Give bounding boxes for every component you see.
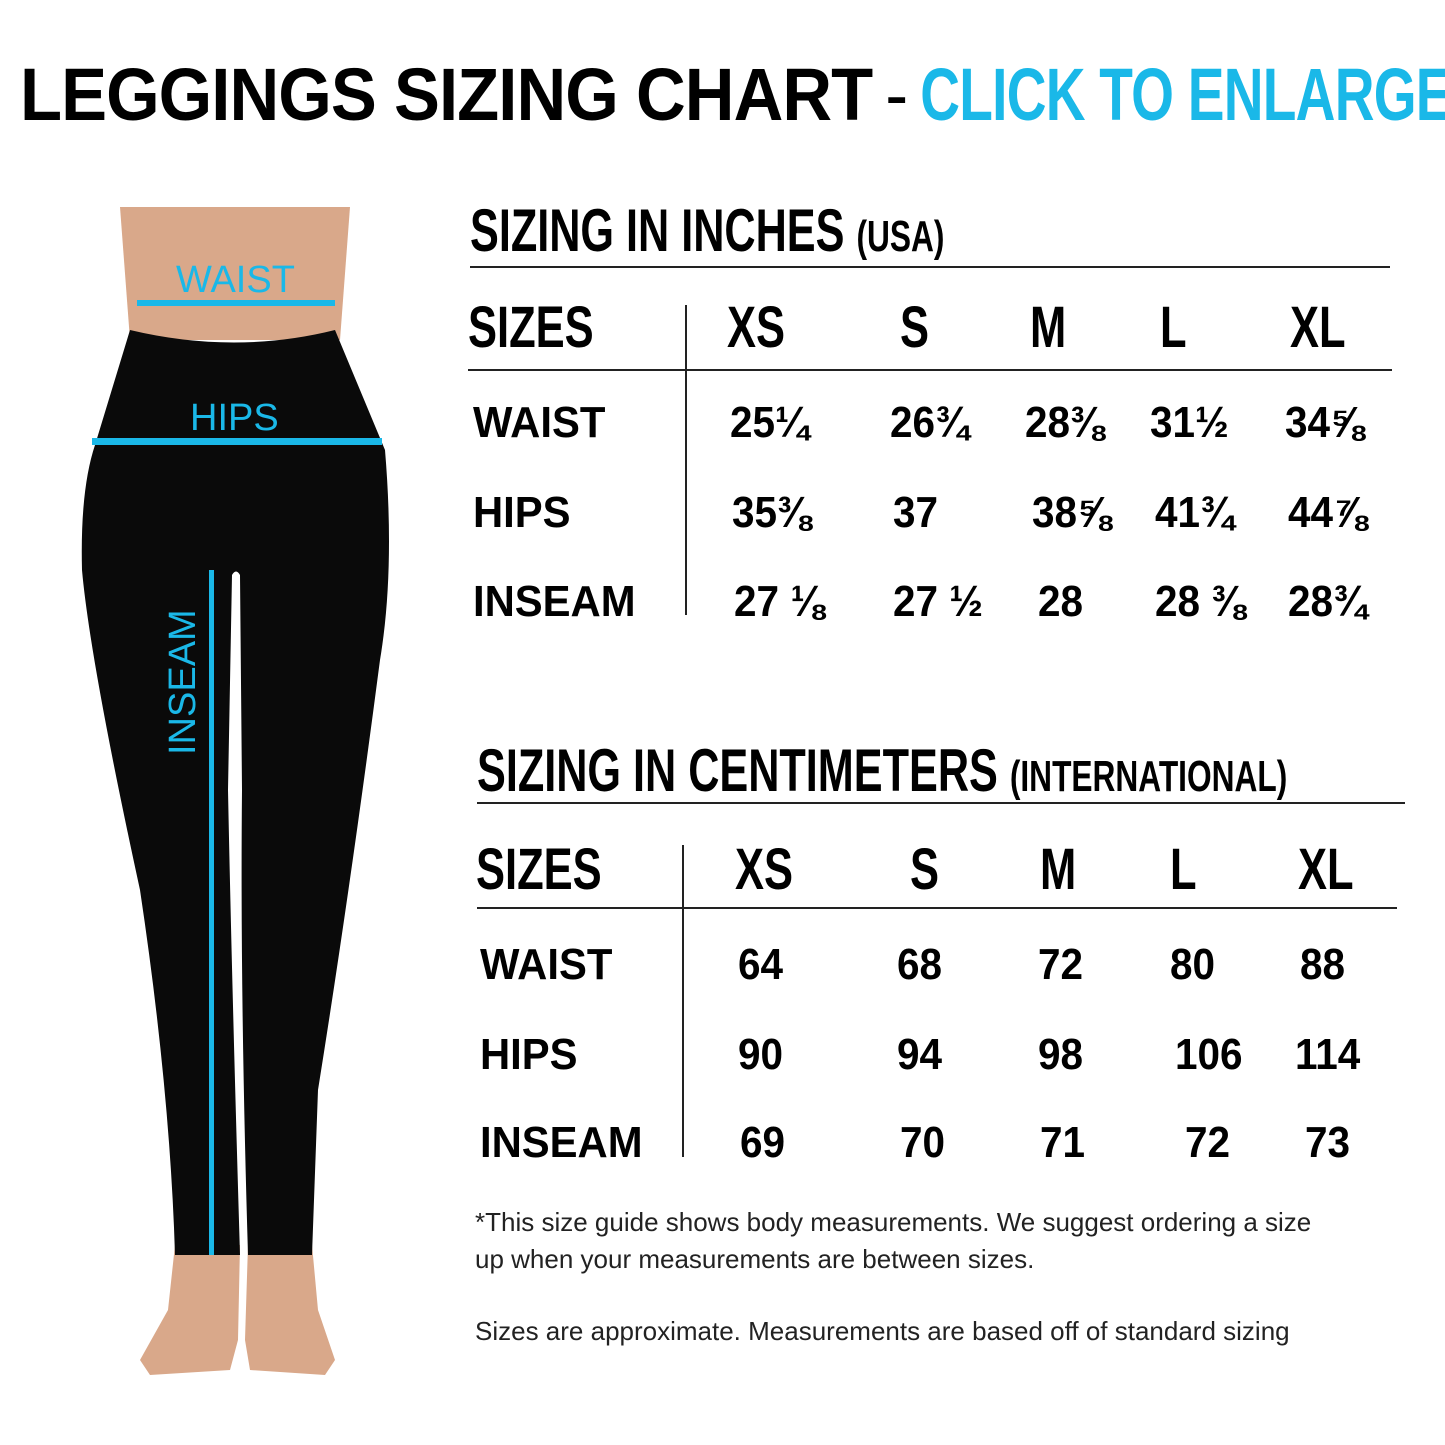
inches-column-divider xyxy=(685,305,687,615)
inseam-label: INSEAM xyxy=(162,609,204,755)
inches-cell: 41¾ xyxy=(1155,488,1234,537)
inches-size-xs: XS xyxy=(727,295,786,360)
inches-cell: 28 xyxy=(1038,577,1084,626)
cm-cell: 64 xyxy=(738,940,784,989)
cm-size-s: S xyxy=(910,837,940,902)
cm-cell: 72 xyxy=(1038,940,1084,989)
cm-heading-text: SIZING IN CENTIMETERS xyxy=(477,737,998,804)
title-main: LEGGINGS SIZING CHART xyxy=(20,53,873,136)
note-line-1: *This size guide shows body measurements… xyxy=(475,1207,1312,1237)
inches-size-m: M xyxy=(1030,295,1067,360)
cm-cell: 94 xyxy=(897,1030,943,1079)
waist-line xyxy=(137,300,335,306)
inches-cell: 35⅜ xyxy=(732,488,811,537)
inches-cell: 25¼ xyxy=(730,398,809,447)
hips-label: HIPS xyxy=(190,397,279,439)
page-title: LEGGINGS SIZING CHART - CLICK TO ENLARGE xyxy=(20,52,1445,137)
inches-cell: 27 ⅛ xyxy=(734,577,825,626)
cm-size-xs: XS xyxy=(735,837,794,902)
cm-cell: 72 xyxy=(1185,1118,1231,1167)
inches-heading: SIZING IN INCHES (USA) xyxy=(470,196,944,265)
leggings-silhouette xyxy=(81,330,389,1255)
cm-cell: 80 xyxy=(1170,940,1216,989)
cm-heading: SIZING IN CENTIMETERS (INTERNATIONAL) xyxy=(477,736,1287,805)
model-skin xyxy=(120,207,350,1375)
inches-cell: 28¾ xyxy=(1288,577,1367,626)
inches-sizes-label: SIZES xyxy=(468,295,594,360)
inches-size-xl: XL xyxy=(1290,295,1346,360)
waist-label: WAIST xyxy=(176,259,295,301)
cm-sizes-label: SIZES xyxy=(476,837,602,902)
cm-cell: 106 xyxy=(1175,1030,1243,1079)
inches-heading-text: SIZING IN INCHES xyxy=(470,197,845,264)
inches-header-rule xyxy=(468,369,1392,371)
cm-row-label: WAIST xyxy=(480,940,613,989)
cm-column-divider xyxy=(682,845,684,1157)
note-line-3: Sizes are approximate. Measurements are … xyxy=(475,1316,1290,1346)
cm-heading-rule xyxy=(477,802,1405,804)
cm-cell: 88 xyxy=(1300,940,1346,989)
inches-cell: 44⅞ xyxy=(1288,488,1367,537)
cm-heading-sub: (INTERNATIONAL) xyxy=(1009,752,1288,801)
cm-row-label: HIPS xyxy=(480,1030,578,1079)
inches-cell: 26¾ xyxy=(890,398,969,447)
inches-cell: 37 xyxy=(893,488,939,537)
inches-cell: 31½ xyxy=(1150,398,1229,447)
cm-row-label: INSEAM xyxy=(480,1118,643,1167)
cm-cell: 73 xyxy=(1305,1118,1351,1167)
inches-row-label: HIPS xyxy=(473,488,571,537)
inches-size-l: L xyxy=(1160,295,1187,360)
title-separator: - xyxy=(885,53,908,136)
inches-heading-rule xyxy=(470,266,1390,268)
inches-row-label: INSEAM xyxy=(473,577,636,626)
inches-cell: 38⅝ xyxy=(1032,488,1111,537)
note-line-2: up when your measurements are between si… xyxy=(475,1244,1035,1274)
cm-cell: 114 xyxy=(1295,1030,1361,1079)
inches-cell: 27 ½ xyxy=(893,577,984,626)
cm-cell: 70 xyxy=(900,1118,946,1167)
hips-line xyxy=(92,438,382,445)
cm-cell: 69 xyxy=(740,1118,786,1167)
inches-cell: 34⅝ xyxy=(1285,398,1364,447)
cm-size-m: M xyxy=(1040,837,1077,902)
inseam-line xyxy=(209,570,214,1255)
cm-size-l: L xyxy=(1170,837,1197,902)
inches-cell: 28⅜ xyxy=(1025,398,1104,447)
cm-cell: 71 xyxy=(1040,1118,1086,1167)
inches-cell: 28 ⅜ xyxy=(1155,577,1246,626)
click-to-enlarge-link[interactable]: CLICK TO ENLARGE xyxy=(920,53,1445,136)
cm-cell: 68 xyxy=(897,940,943,989)
cm-header-rule xyxy=(477,907,1397,909)
inches-heading-sub: (USA) xyxy=(856,212,945,261)
inches-row-label: WAIST xyxy=(473,398,606,447)
cm-size-xl: XL xyxy=(1298,837,1354,902)
leggings-figure: WAIST HIPS INSEAM xyxy=(81,207,389,1375)
cm-cell: 90 xyxy=(738,1030,784,1079)
inches-size-s: S xyxy=(900,295,930,360)
cm-cell: 98 xyxy=(1038,1030,1084,1079)
